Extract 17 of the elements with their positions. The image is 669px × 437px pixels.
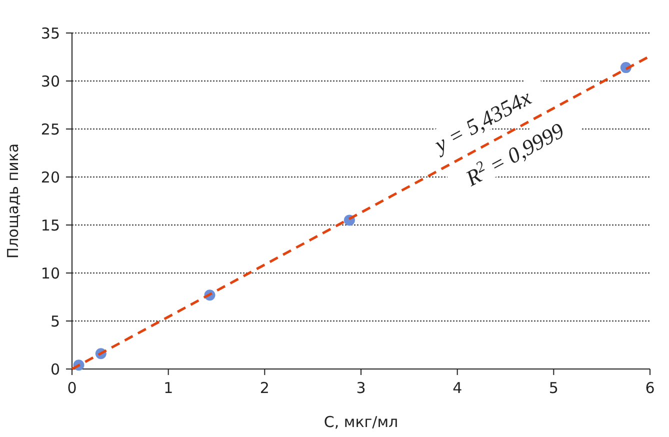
y-tick-label: 25 bbox=[40, 120, 60, 138]
y-tick-label: 35 bbox=[40, 24, 60, 42]
y-tick-label: 15 bbox=[40, 216, 60, 234]
x-tick-label: 0 bbox=[67, 379, 77, 397]
y-tick-label: 5 bbox=[50, 312, 60, 330]
x-tick-label: 5 bbox=[548, 379, 558, 397]
y-tick-label: 10 bbox=[40, 264, 60, 282]
y-axis-title: Площадь пика bbox=[4, 143, 22, 259]
x-tick-label: 2 bbox=[260, 379, 270, 397]
y-tick-label: 20 bbox=[40, 168, 60, 186]
y-tick-label: 0 bbox=[50, 360, 60, 378]
x-tick-label: 6 bbox=[645, 379, 655, 397]
x-axis-title: C, мкг/мл bbox=[324, 413, 398, 431]
x-tick-label: 1 bbox=[164, 379, 174, 397]
y-tick-label: 30 bbox=[40, 72, 60, 90]
x-tick-label: 3 bbox=[356, 379, 366, 397]
x-tick-label: 4 bbox=[452, 379, 462, 397]
